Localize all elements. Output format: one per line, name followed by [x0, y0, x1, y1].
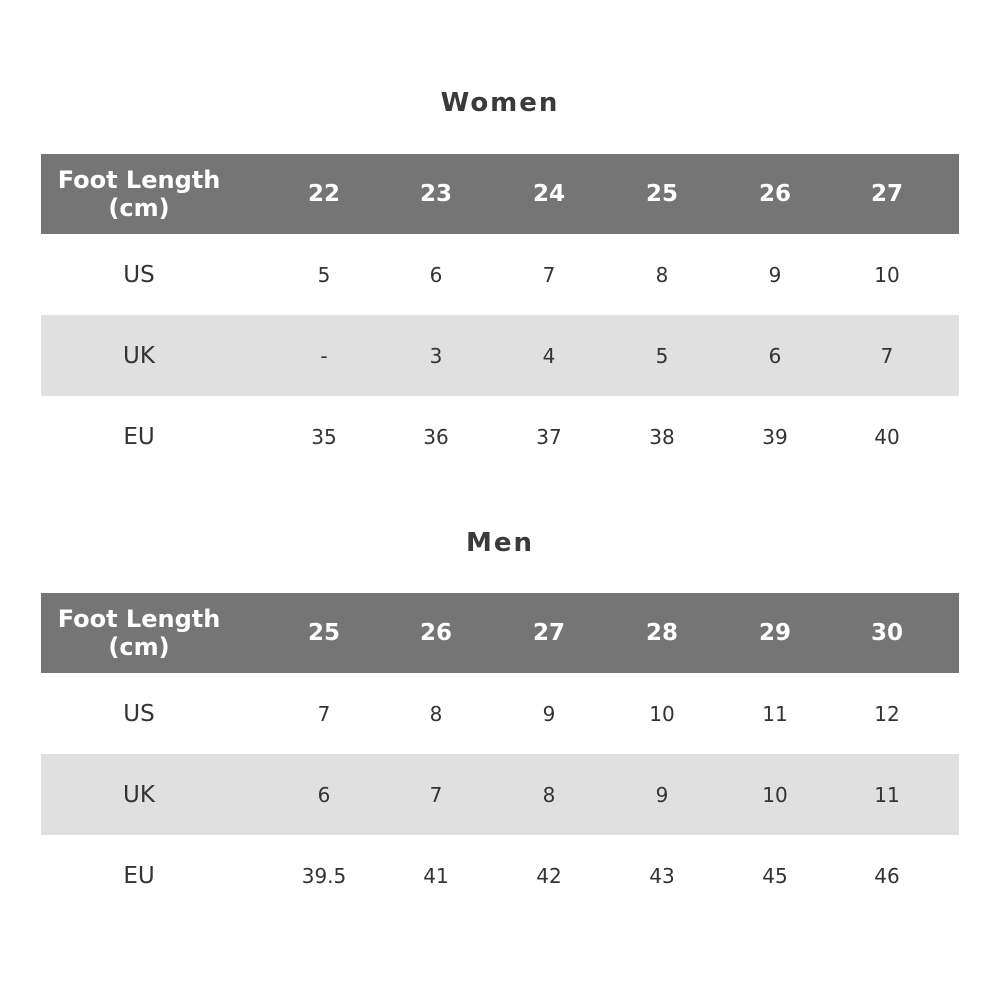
- size-cell: 11: [874, 782, 900, 807]
- size-cell: 38: [649, 424, 675, 449]
- size-cell: 10: [649, 701, 675, 726]
- row-label: EU: [123, 423, 155, 450]
- size-cell: 4: [542, 343, 556, 368]
- row-label: UK: [123, 342, 155, 369]
- size-cell: 41: [423, 863, 449, 888]
- foot-length-cell: 27: [870, 181, 903, 207]
- row-label: US: [123, 261, 155, 288]
- row-label: US: [123, 700, 155, 727]
- size-cell: 8: [542, 782, 556, 807]
- foot-length-cell: 30: [870, 620, 903, 646]
- size-cell: 42: [536, 863, 562, 888]
- size-cell: 39: [762, 424, 788, 449]
- foot-length-cell: 28: [645, 620, 678, 646]
- size-cell: 8: [655, 262, 669, 287]
- size-cell: 35: [311, 424, 337, 449]
- foot-length-cell: 26: [758, 181, 791, 207]
- size-cell: 39.5: [301, 863, 347, 888]
- size-cell: 6: [768, 343, 782, 368]
- size-cell: 8: [429, 701, 443, 726]
- table-row-eu: EU 35 36 37 38 39 40: [41, 396, 959, 477]
- size-cell: 10: [762, 782, 788, 807]
- size-cell: 7: [317, 701, 331, 726]
- size-cell: 12: [874, 701, 900, 726]
- size-cell: 11: [762, 701, 788, 726]
- size-cell: 46: [874, 863, 900, 888]
- size-cell: 6: [429, 262, 443, 287]
- size-cell: 6: [317, 782, 331, 807]
- size-cell: 45: [762, 863, 788, 888]
- foot-length-cell: 25: [307, 620, 340, 646]
- foot-length-cell: 24: [532, 181, 565, 207]
- size-cell: -: [320, 343, 328, 368]
- foot-length-cell: 27: [532, 620, 565, 646]
- size-cell: 37: [536, 424, 562, 449]
- size-cell: 40: [874, 424, 900, 449]
- table-row-us: US 5 6 7 8 9 10: [41, 234, 959, 315]
- size-cell: 5: [655, 343, 669, 368]
- size-cell: 7: [880, 343, 894, 368]
- size-table-women: Foot Length (cm) 22 23 24 25 26 27 US 5 6 7 8 9 10 UK -…: [41, 154, 959, 477]
- size-cell: 9: [655, 782, 669, 807]
- foot-length-cell: 26: [419, 620, 452, 646]
- table-row-uk: UK 6 7 8 9 10 11: [41, 754, 959, 835]
- size-cell: 7: [542, 262, 556, 287]
- size-cell: 5: [317, 262, 331, 287]
- size-cell: 43: [649, 863, 675, 888]
- header-label: Foot Length (cm): [57, 166, 221, 222]
- foot-length-cell: 25: [645, 181, 678, 207]
- table-row-us: US 7 8 9 10 11 12: [41, 673, 959, 754]
- size-cell: 36: [423, 424, 449, 449]
- header-row: Foot Length (cm) 22 23 24 25 26 27: [41, 154, 959, 234]
- size-cell: 9: [768, 262, 782, 287]
- table-title: Men: [465, 528, 535, 558]
- size-cell: 10: [874, 262, 900, 287]
- foot-length-cell: 29: [758, 620, 791, 646]
- table-title: Women: [440, 88, 560, 118]
- header-row: Foot Length (cm) 25 26 27 28 29 30: [41, 593, 959, 673]
- row-label: UK: [123, 781, 155, 808]
- size-table-men: Foot Length (cm) 25 26 27 28 29 30 US 7 8 9 10 11 12 U…: [41, 593, 959, 916]
- table-row-uk: UK - 3 4 5 6 7: [41, 315, 959, 396]
- row-label: EU: [123, 862, 155, 889]
- size-cell: 7: [429, 782, 443, 807]
- foot-length-cell: 23: [419, 181, 452, 207]
- foot-length-cell: 22: [307, 181, 340, 207]
- size-cell: 3: [429, 343, 443, 368]
- table-row-eu: EU 39.5 41 42 43 45 46: [41, 835, 959, 916]
- size-cell: 9: [542, 701, 556, 726]
- header-label: Foot Length (cm): [57, 605, 221, 661]
